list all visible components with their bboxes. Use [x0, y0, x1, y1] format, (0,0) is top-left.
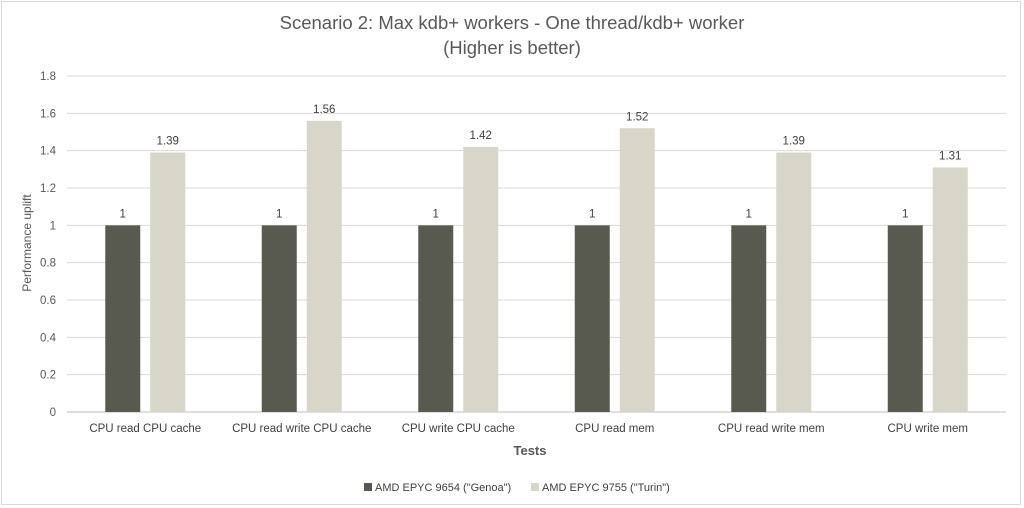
bar [261, 225, 297, 412]
data-labels: 1 1.39 1 1.56 1 1.42 1 1.52 1 1.39 1 1.31 [120, 104, 962, 221]
x-category-label: CPU write CPU cache [402, 423, 515, 435]
x-category-label: CPU write mem [887, 423, 968, 435]
data-label: 1.42 [470, 130, 492, 142]
y-tick-label: 1.6 [40, 108, 56, 120]
legend-swatch [364, 483, 372, 491]
data-label: 1.39 [157, 136, 179, 148]
bar [932, 167, 968, 412]
x-axis-title: Tests [514, 443, 547, 458]
data-label: 1 [433, 208, 439, 220]
y-tick-label: 1.2 [40, 183, 56, 195]
legend: AMD EPYC 9654 ("Genoa") AMD EPYC 9755 ("T… [364, 482, 670, 494]
y-tick-label: 1.8 [40, 71, 56, 83]
data-label: 1.39 [783, 136, 805, 148]
y-axis-ticks: 0 0.2 0.4 0.6 0.8 1 1.2 1.4 1.6 1.8 [40, 71, 57, 419]
bar [463, 146, 499, 412]
y-tick-label: 1.4 [40, 146, 57, 158]
gridlines [67, 75, 1006, 413]
legend-label: AMD EPYC 9654 ("Genoa") [375, 482, 511, 494]
bar [776, 152, 812, 413]
y-tick-label: 0.4 [40, 332, 57, 344]
bar [887, 225, 923, 412]
y-tick-label: 1 [50, 220, 56, 232]
y-tick-label: 0.8 [40, 258, 56, 270]
chart-title: Scenario 2: Max kdb+ workers - One threa… [280, 12, 745, 33]
data-label: 1 [902, 208, 908, 220]
bar [306, 120, 342, 413]
legend-swatch [531, 483, 539, 491]
y-tick-label: 0.6 [40, 295, 56, 307]
chart-subtitle: (Higher is better) [443, 37, 581, 58]
bar [619, 128, 655, 412]
x-axis-categories: CPU read CPU cache CPU read write CPU cac… [89, 423, 968, 435]
bar [574, 225, 610, 412]
data-label: 1.56 [313, 104, 335, 116]
x-category-label: CPU read write CPU cache [232, 423, 371, 435]
data-label: 1 [746, 208, 752, 220]
data-label: 1.31 [939, 150, 961, 162]
x-category-label: CPU read CPU cache [89, 423, 201, 435]
bar [418, 225, 454, 412]
legend-label: AMD EPYC 9755 ("Turin") [542, 482, 670, 494]
y-tick-label: 0.2 [40, 370, 56, 382]
data-label: 1.52 [626, 111, 648, 123]
bar [731, 225, 767, 412]
y-axis-title: Performance uplift [20, 194, 34, 292]
data-label: 1 [589, 208, 595, 220]
bar [105, 225, 141, 412]
x-category-label: CPU read write mem [718, 423, 825, 435]
data-label: 1 [120, 208, 126, 220]
x-category-label: CPU read mem [575, 423, 654, 435]
bar [150, 152, 186, 413]
y-tick-label: 0 [50, 407, 56, 419]
bars [105, 120, 968, 413]
data-label: 1 [276, 208, 282, 220]
